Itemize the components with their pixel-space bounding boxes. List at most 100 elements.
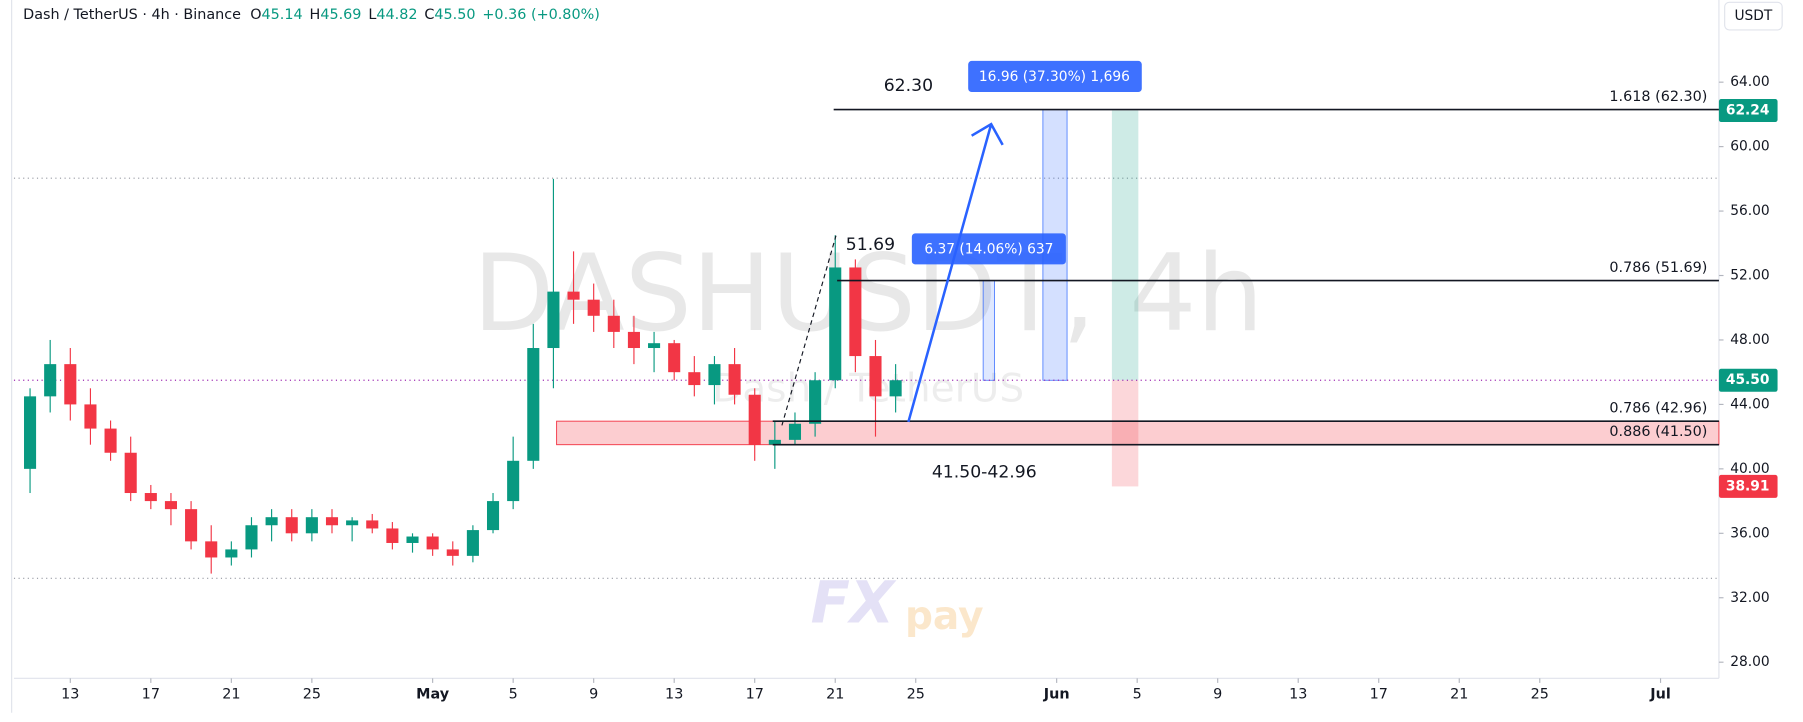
symbol: Dash / TetherUS · 4h · Binance (23, 7, 241, 23)
swing-dashed (781, 235, 837, 426)
measure-label: 6.37 (14.06%) 637 (924, 241, 1053, 257)
candle-body (285, 517, 298, 534)
ohlc-value: 45.14 (262, 7, 303, 23)
fib-level-label: 0.786 (42.96) (1609, 401, 1707, 417)
price-label: 38.91 (1726, 478, 1770, 494)
x-tick-label: Jun (1043, 686, 1070, 702)
currency-box[interactable] (1724, 1, 1783, 31)
candle-body (809, 380, 822, 424)
price-label-box (1718, 368, 1778, 392)
annotation: 62.30 (884, 76, 933, 96)
candle-body (668, 343, 681, 373)
y-tick-label: 28.00 (1730, 654, 1769, 670)
x-tick-label: 25 (907, 686, 925, 702)
fib-level-label: 0.786 (51.69) (1609, 260, 1707, 276)
price-label-box (1718, 474, 1778, 498)
logo-fx: FX (811, 570, 897, 637)
x-tick-label: Jul (1649, 686, 1670, 702)
candle-body (507, 460, 520, 502)
candle-body (728, 364, 741, 395)
price-label: 62.24 (1726, 103, 1770, 119)
candle-body (788, 423, 802, 440)
ohlc-value: 45.69 (320, 7, 361, 23)
x-tick-label: 25 (1531, 686, 1549, 702)
stop-box (1111, 380, 1139, 487)
x-tick-label: 9 (589, 686, 598, 702)
watermark: DASHUSDT, 4h (473, 232, 1264, 355)
y-tick-label: 32.00 (1730, 590, 1769, 606)
logo-pay: pay (905, 594, 984, 639)
y-tick-label: 64.00 (1730, 74, 1769, 90)
ohlc-label: O (250, 7, 261, 23)
candle-body (366, 520, 379, 529)
x-tick-label: 17 (746, 686, 764, 702)
measure-label: 16.96 (37.30%) 1,696 (979, 69, 1130, 85)
candle-body (708, 364, 721, 386)
currency: USDT (1734, 8, 1772, 24)
candle-body (627, 331, 640, 349)
measure-range-short (982, 280, 995, 381)
candle-body (305, 517, 318, 534)
candle-body (386, 528, 399, 543)
candle-body (688, 372, 701, 386)
x-tick-label: 21 (826, 686, 844, 702)
x-tick-label: 25 (303, 686, 321, 702)
candle-body (446, 549, 459, 556)
y-tick-label: 52.00 (1730, 268, 1769, 284)
x-tick-label: 17 (1370, 686, 1388, 702)
projection-arrow (907, 122, 1004, 423)
y-tick-label: 40.00 (1730, 461, 1769, 477)
target-box (1111, 110, 1139, 381)
candle-body (265, 517, 278, 526)
watermark-sub: Dash / TetherUS (712, 366, 1024, 411)
candle-body (849, 267, 862, 357)
candle-body (124, 452, 137, 494)
candle-body (466, 530, 479, 556)
candle-body (346, 520, 359, 526)
candle-body (104, 428, 117, 453)
candle-body (829, 267, 842, 381)
annotation: 51.69 (846, 235, 895, 255)
candle-body (84, 404, 97, 429)
y-tick-label: 44.00 (1730, 396, 1769, 412)
candle-body (748, 394, 761, 445)
change: +0.36 (+0.80%) (482, 7, 599, 23)
candle-body (486, 501, 500, 531)
x-tick-label: 9 (1213, 686, 1222, 702)
price-label: 45.50 (1726, 372, 1770, 388)
candle-body (225, 549, 238, 558)
x-tick-label: 13 (61, 686, 79, 702)
candle-body (426, 536, 439, 550)
fib-level-label: 1.618 (62.30) (1609, 89, 1707, 105)
x-tick-label: 21 (222, 686, 240, 702)
x-tick-label: 13 (665, 686, 683, 702)
ohlc-label: H (310, 7, 321, 23)
x-tick-label: 17 (142, 686, 160, 702)
fib-level-label: 0.886 (41.50) (1609, 424, 1707, 440)
candle-body (607, 315, 620, 332)
candle-body (24, 396, 37, 469)
x-tick-label: 13 (1289, 686, 1307, 702)
header: Dash / TetherUS · 4h · Binance O45.14 H45.… (23, 7, 600, 23)
y-tick-label: 48.00 (1730, 332, 1769, 348)
y-tick-label: 56.00 (1730, 203, 1769, 219)
x-tick-label: 5 (1133, 686, 1142, 702)
candle-body (527, 348, 540, 461)
ohlc-value: 44.82 (376, 7, 417, 23)
candle-body (406, 536, 419, 543)
y-tick-label: 60.00 (1730, 139, 1769, 155)
x-tick-label: 21 (1450, 686, 1468, 702)
candle-body (44, 364, 57, 397)
measure-box (968, 60, 1142, 92)
x-tick-label: 5 (509, 686, 518, 702)
ohlc-label: C (424, 7, 434, 23)
ohlc-label: L (368, 7, 376, 23)
annotation: 41.50-42.96 (932, 463, 1037, 483)
x-tick-label: May (416, 686, 450, 702)
candle-body (245, 525, 258, 550)
candle-body (144, 493, 157, 502)
candle-body (205, 541, 218, 558)
